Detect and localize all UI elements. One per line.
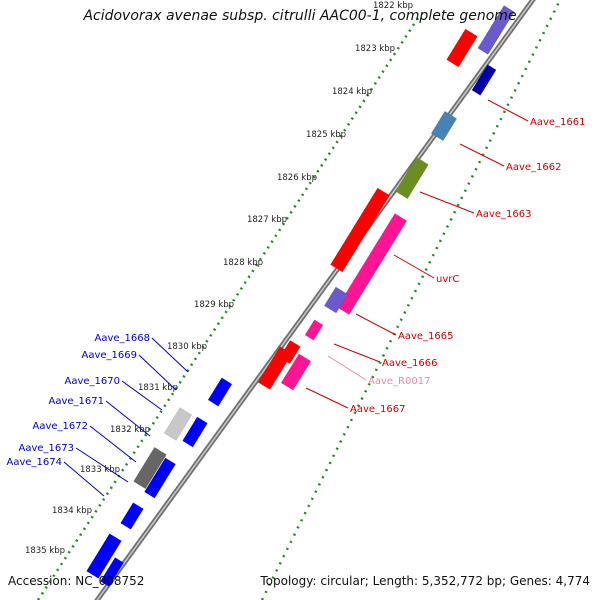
scale-label: 1824 kbp — [332, 87, 372, 97]
forward-leader-line — [305, 387, 349, 409]
scale-label: 1825 kbp — [306, 130, 346, 140]
gene-bar-aave-1665 — [323, 286, 349, 314]
forward-leader-line — [419, 191, 475, 214]
forward-gene-label: Aave_1663 — [476, 209, 532, 220]
scale-label: 1831 kbp — [138, 383, 178, 393]
forward-gene-label: Aave_1662 — [506, 162, 562, 173]
scale-label: 1833 kbp — [80, 465, 120, 475]
reverse-leader-line — [89, 425, 137, 463]
reverse-gene-label: Aave_1672 — [33, 421, 89, 432]
gene-bar-uvrc-a — [330, 187, 390, 273]
forward-gene-label: Aave_1665 — [398, 331, 454, 342]
reverse-leader-line — [105, 400, 151, 437]
reverse-gene-label: Aave_1668 — [95, 333, 151, 344]
scale-label: 1826 kbp — [277, 173, 317, 183]
scale-label: 1828 kbp — [223, 258, 263, 268]
gene-bar-uvrc — [336, 213, 408, 315]
gene-bar-aave-1667-b — [257, 346, 293, 390]
forward-leader-line — [459, 143, 505, 167]
gene-bar-aave-1671 — [133, 446, 167, 490]
map-title: Acidovorax avenae subsp. citrulli AAC00-… — [83, 8, 517, 24]
gene-bar-aave-1670 — [182, 416, 208, 448]
gene-bar-aave-1662 — [430, 110, 458, 142]
scale-label: 1834 kbp — [52, 506, 92, 516]
gene-bar-aave-1674 — [86, 533, 122, 579]
gene-bar-aave-1673 — [120, 502, 144, 530]
gene-bar-aave-1666 — [304, 319, 324, 341]
forward-leader-line — [327, 355, 367, 381]
forward-gene-label: uvrC — [436, 274, 459, 285]
gene-bar-aave-1672 — [144, 457, 176, 499]
forward-gene-label: Aave_1661 — [530, 117, 586, 128]
forward-gene-label: Aave_R0017 — [368, 376, 430, 387]
gene-bar-top-purple — [477, 5, 515, 55]
reverse-gene-label: Aave_1670 — [65, 376, 121, 387]
forward-gene-label: Aave_1667 — [350, 404, 406, 415]
reverse-leader-line — [63, 461, 105, 497]
gene-bar-lower — [100, 557, 124, 587]
reverse-leader-line — [75, 447, 129, 483]
gene-bar-aave-1661-region — [446, 28, 478, 68]
gene-bar-aave-1668 — [207, 377, 233, 407]
backbone-line-highlight — [96, 0, 534, 600]
scale-label: 1835 kbp — [25, 546, 65, 556]
reverse-leader-line — [138, 354, 177, 391]
scale-label: 1827 kbp — [247, 215, 287, 225]
reverse-gene-label: Aave_1674 — [7, 457, 63, 468]
gene-bar-aave-1669 — [163, 407, 193, 441]
reverse-gene-label: Aave_1673 — [19, 443, 75, 454]
forward-gene-label: Aave_1666 — [382, 358, 438, 369]
reverse-gene-label: Aave_1671 — [49, 396, 105, 407]
forward-leader-line — [333, 343, 381, 363]
reverse-leader-line — [151, 337, 189, 373]
scale-label: 1830 kbp — [167, 342, 207, 352]
forward-leader-line — [487, 99, 529, 122]
gene-bar-aave-1667 — [280, 353, 312, 391]
outer-dotted-guide — [260, 0, 562, 600]
accession-text: Accession: NC_008752 — [8, 574, 145, 588]
scale-label: 1829 kbp — [194, 300, 234, 310]
reverse-gene-label: Aave_1669 — [82, 350, 138, 361]
reverse-leader-line — [121, 380, 163, 411]
scale-label: 1832 kbp — [110, 425, 150, 435]
scale-label: 1822 kbp — [373, 1, 413, 11]
forward-leader-line — [355, 313, 397, 336]
genome-summary-text: Topology: circular; Length: 5,352,772 bp… — [260, 574, 590, 588]
scale-label: 1823 kbp — [355, 44, 395, 54]
gene-bar-aave-1663 — [395, 156, 429, 200]
gene-bar-aave-1661 — [471, 64, 497, 96]
forward-leader-line — [393, 254, 435, 279]
